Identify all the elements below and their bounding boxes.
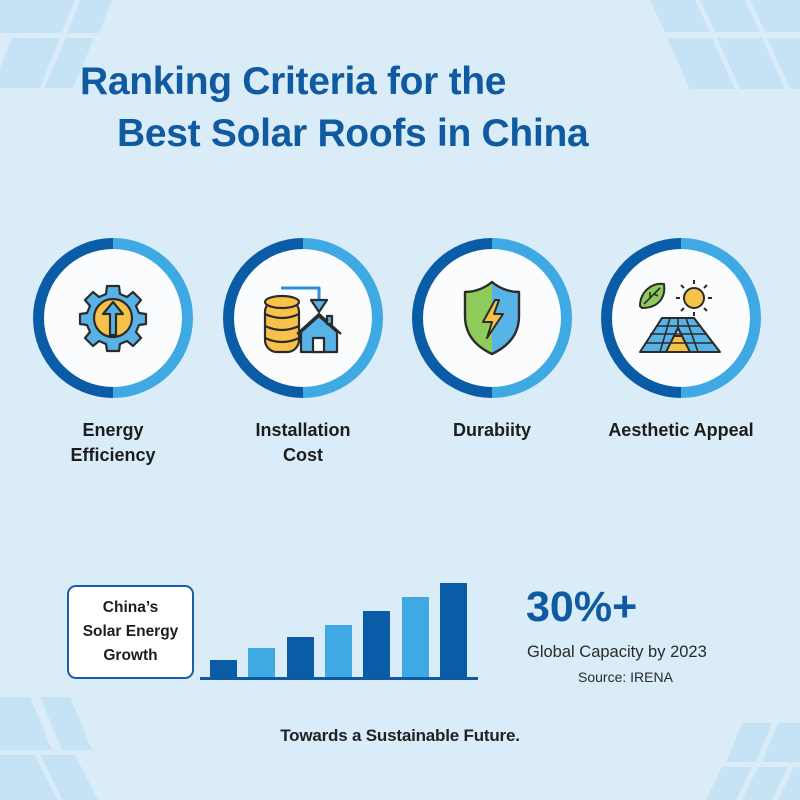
- criterion-label-line-1: Installation: [255, 420, 351, 440]
- criterion-ring: [412, 238, 572, 398]
- growth-label-box: China’s Solar Energy Growth: [67, 585, 194, 679]
- criterion-ring: [601, 238, 761, 398]
- criterion-label-line-1: Durabiity: [452, 420, 531, 440]
- criterion-label-line-2: Cost: [283, 445, 323, 465]
- chart-baseline: [200, 677, 478, 680]
- criterion-label-line-1: Energy: [82, 420, 144, 440]
- criterion-label: Aesthetic Appeal: [586, 418, 776, 443]
- title-line-1: Ranking Criteria for the: [80, 60, 507, 103]
- chart-bar: [401, 597, 429, 678]
- coins-house-icon: [263, 286, 342, 354]
- criterion-aesthetic-appeal: Aesthetic Appeal: [586, 238, 776, 478]
- chart-bar: [210, 660, 237, 678]
- solar-panel-decoration-top-right: [650, 0, 800, 89]
- title-line-2: Best Solar Roofs in China: [117, 112, 589, 155]
- stat-description: Global Capacity by 2023: [527, 643, 707, 661]
- criterion-ring: [33, 238, 193, 398]
- criterion-label-line-2: Efficiency: [70, 445, 156, 465]
- stat-value: 30%+: [526, 583, 638, 631]
- criterion-label: Energy Efficiency: [18, 418, 208, 468]
- solar-roof-sun-leaf-icon: [639, 280, 721, 353]
- criterion-label: Installation Cost: [208, 418, 398, 468]
- shield-lightning-icon: [463, 280, 521, 356]
- criterion-energy-efficiency: Energy Efficiency: [18, 238, 208, 478]
- growth-label-line-3: Growth: [103, 647, 158, 664]
- criterion-ring: [223, 238, 383, 398]
- growth-bar-chart: [200, 560, 482, 682]
- growth-label-line-2: Solar Energy: [82, 623, 179, 640]
- tagline: Towards a Sustainable Future.: [280, 726, 520, 745]
- chart-bar: [248, 648, 276, 678]
- stat-source: Source: IRENA: [578, 669, 673, 685]
- gear-arrow-up-icon: [78, 284, 148, 353]
- criterion-installation-cost: Installation Cost: [208, 238, 398, 478]
- chart-bar: [286, 637, 314, 678]
- criterion-durability: Durabiity: [397, 238, 587, 478]
- chart-bar: [324, 625, 352, 678]
- growth-label-line-1: China’s: [102, 599, 159, 616]
- solar-panel-decoration-bottom-left: [0, 697, 98, 800]
- chart-bar: [439, 583, 467, 678]
- chart-bar: [363, 611, 391, 678]
- criterion-label: Durabiity: [397, 418, 587, 443]
- criterion-label-line-1: Aesthetic Appeal: [608, 420, 754, 440]
